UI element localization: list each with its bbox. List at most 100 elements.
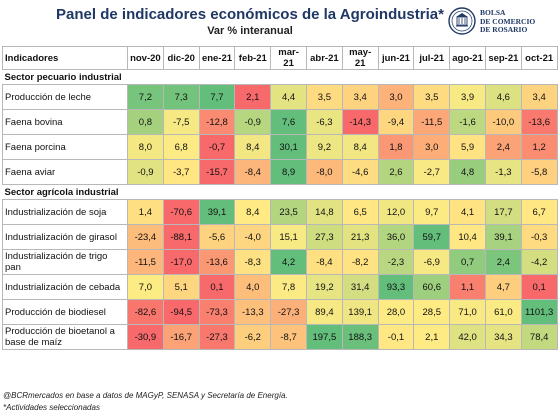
value-cell: -15,7 [198, 159, 236, 185]
value-cell: 93,3 [377, 274, 415, 300]
value-cell: 0,7 [449, 249, 486, 275]
value-cell: 3,5 [413, 84, 451, 110]
value-cell: -13,6 [520, 109, 558, 135]
value-cell: 7,8 [270, 274, 307, 300]
value-cell: -1,3 [484, 159, 522, 185]
value-cell: 2,4 [484, 134, 522, 160]
value-cell: 39,1 [198, 199, 236, 225]
seal-icon [448, 7, 476, 35]
row-label: Faena aviar [2, 159, 128, 185]
value-cell: -12,8 [198, 109, 236, 135]
value-cell: -5,8 [520, 159, 558, 185]
value-cell: 188,3 [341, 324, 379, 350]
row-label: Faena porcina [2, 134, 128, 160]
value-cell: 5,1 [162, 274, 200, 300]
value-cell: 6,7 [520, 199, 558, 225]
value-cell: 1,1 [449, 274, 486, 300]
value-cell: -16,7 [162, 324, 200, 350]
value-cell: -0,7 [198, 134, 236, 160]
header-month: feb-21 [234, 46, 272, 70]
row-label: Industrialización de trigo pan [2, 249, 128, 275]
row-label: Industrialización de girasol [2, 224, 128, 250]
value-cell: 4,4 [270, 84, 307, 110]
table-row: Industrialización de trigo pan -11,5 -17,0… [2, 249, 558, 275]
row-label: Industrialización de soja [2, 199, 128, 225]
value-cell: 1,4 [127, 199, 164, 225]
value-cell: 23,5 [270, 199, 307, 225]
value-cell: 6,8 [162, 134, 200, 160]
value-cell: 8,9 [270, 159, 307, 185]
header-indicators: Indicadores [2, 46, 128, 70]
value-cell: -0,1 [377, 324, 415, 350]
value-cell: 78,4 [520, 324, 558, 350]
header-month: mar-21 [270, 46, 307, 70]
value-cell: 9,7 [413, 199, 451, 225]
value-cell: -73,3 [198, 299, 236, 325]
value-cell: 39,1 [484, 224, 522, 250]
value-cell: 12,0 [377, 199, 415, 225]
value-cell: 21,3 [341, 224, 379, 250]
value-cell: 9,2 [305, 134, 343, 160]
header-month: abr-21 [305, 46, 343, 70]
value-cell: -8,0 [305, 159, 343, 185]
table-row: Industrialización de girasol -23,4 -88,1 -5… [2, 224, 558, 250]
value-cell: 1,2 [520, 134, 558, 160]
value-cell: 8,4 [341, 134, 379, 160]
table-row: Industrialización de soja 1,4 -70,6 39,1 8,4… [2, 199, 558, 225]
value-cell: -27,3 [198, 324, 236, 350]
value-cell: -8,4 [305, 249, 343, 275]
table-row: Faena porcina 8,0 6,8 -0,7 8,4 30,1 9,2 8,4 1,8 3… [2, 134, 558, 160]
value-cell: -0,9 [127, 159, 164, 185]
value-cell: 3,0 [377, 84, 415, 110]
value-cell: 7,7 [198, 84, 236, 110]
value-cell: 59,7 [413, 224, 451, 250]
value-cell: 3,0 [413, 134, 451, 160]
row-label: Producción de leche [2, 84, 128, 110]
value-cell: 42,0 [449, 324, 486, 350]
value-cell: 7,2 [127, 84, 164, 110]
value-cell: 7,3 [162, 84, 200, 110]
value-cell: 8,0 [127, 134, 164, 160]
value-cell: -13,6 [198, 249, 236, 275]
value-cell: -5,6 [198, 224, 236, 250]
value-cell: 0,8 [127, 109, 164, 135]
value-cell: -30,9 [127, 324, 164, 350]
header-month: may-21 [341, 46, 379, 70]
value-cell: -94,5 [162, 299, 200, 325]
value-cell: -10,0 [484, 109, 522, 135]
value-cell: 3,4 [520, 84, 558, 110]
table-row: Producción de leche 7,2 7,3 7,7 2,1 4,4 3,5 3,4… [2, 84, 558, 110]
value-cell: -2,3 [377, 249, 415, 275]
value-cell: -17,0 [162, 249, 200, 275]
section-title: Sector agrícola industrial [2, 184, 558, 200]
value-cell: 5,9 [449, 134, 486, 160]
value-cell: -8,4 [234, 159, 272, 185]
value-cell: 197,5 [305, 324, 343, 350]
table-header-row: Indicadores nov-20 dic-20 ene-21 feb-21 … [2, 46, 558, 70]
value-cell: 8,4 [234, 134, 272, 160]
value-cell: 89,4 [305, 299, 343, 325]
row-label: Industrialización de cebada [2, 274, 128, 300]
value-cell: -4,6 [341, 159, 379, 185]
value-cell: -4,0 [234, 224, 272, 250]
value-cell: 10,4 [449, 224, 486, 250]
header-month: sep-21 [484, 46, 522, 70]
value-cell: 60,6 [413, 274, 451, 300]
page-subtitle: Var % interanual [207, 25, 293, 37]
value-cell: -14,3 [341, 109, 379, 135]
value-cell: -0,9 [234, 109, 272, 135]
value-cell: 4,0 [234, 274, 272, 300]
value-cell: 3,5 [305, 84, 343, 110]
value-cell: -3,7 [162, 159, 200, 185]
value-cell: -6,3 [305, 109, 343, 135]
value-cell: -23,4 [127, 224, 164, 250]
table-row: Industrialización de cebada 7,0 5,1 0,1 4,0 7… [2, 274, 558, 300]
value-cell: 28,0 [377, 299, 415, 325]
value-cell: -8,7 [270, 324, 307, 350]
header: Panel de indicadores económicos de la Ag… [0, 0, 560, 44]
footnote: *Actividades seleccionadas [3, 403, 100, 412]
value-cell: 28,5 [413, 299, 451, 325]
indicators-table: Indicadores nov-20 dic-20 ene-21 feb-21 … [2, 46, 558, 350]
value-cell: -1,6 [449, 109, 486, 135]
value-cell: 2,4 [484, 249, 522, 275]
